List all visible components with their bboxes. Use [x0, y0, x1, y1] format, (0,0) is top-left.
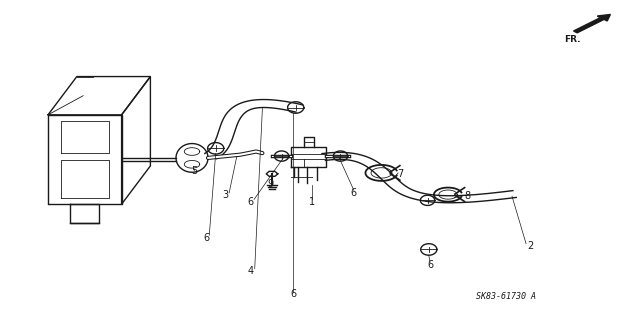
Text: 2: 2 [527, 241, 533, 251]
FancyArrow shape [573, 14, 611, 33]
Text: 6: 6 [290, 289, 296, 299]
Text: 6: 6 [351, 188, 357, 198]
Text: 6: 6 [427, 260, 433, 271]
Text: 4: 4 [248, 266, 254, 276]
Text: 8: 8 [464, 191, 470, 201]
Text: SK83-61730 A: SK83-61730 A [476, 293, 536, 301]
Text: 3: 3 [222, 190, 228, 200]
Text: 7: 7 [397, 169, 403, 179]
Text: FR.: FR. [564, 35, 581, 44]
Text: 5: 5 [191, 166, 197, 176]
Text: 1: 1 [308, 197, 315, 207]
Text: 6: 6 [248, 197, 254, 207]
Text: 6: 6 [204, 233, 210, 243]
Text: 9: 9 [267, 179, 273, 189]
